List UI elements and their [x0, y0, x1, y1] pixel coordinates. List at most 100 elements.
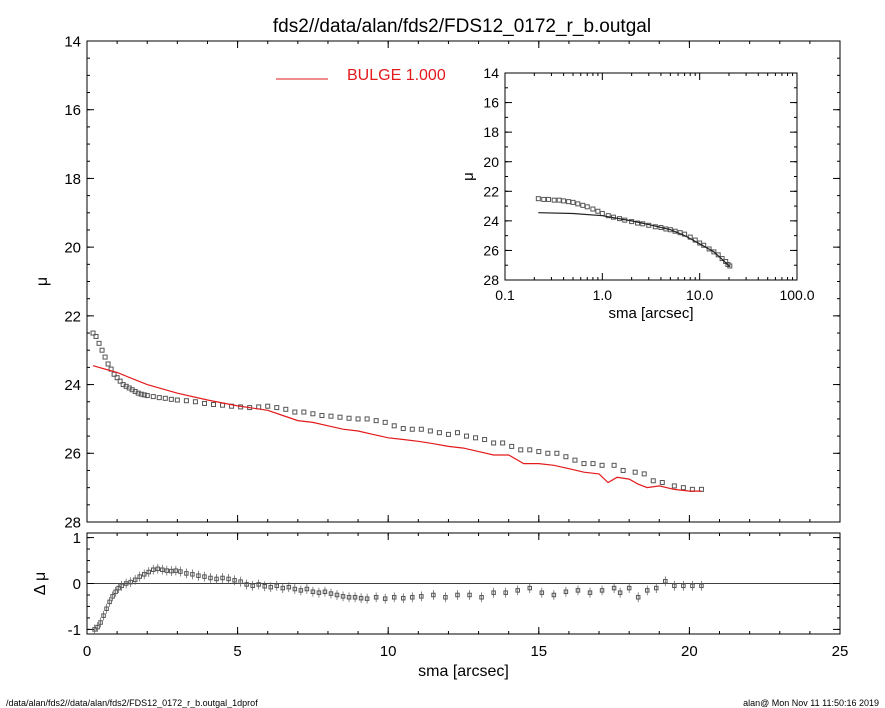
main-data-point	[382, 419, 388, 425]
residual-xtick-label: 5	[233, 643, 241, 660]
residual-data-point	[184, 571, 189, 576]
residual-data-point	[304, 586, 310, 592]
legend-label-bulge: BULGE 1.000	[347, 67, 446, 84]
inset-data-point	[706, 246, 712, 252]
residual-data-point	[491, 590, 496, 595]
inset-xtick-label: 1.0	[593, 287, 613, 303]
residual-data-point	[410, 595, 415, 600]
main-data-point	[464, 433, 470, 439]
residual-data-point	[346, 595, 352, 600]
residual-data-point	[132, 577, 138, 583]
main-data-point	[141, 392, 147, 398]
main-data-point	[482, 437, 488, 443]
main-data-point	[328, 413, 334, 419]
inset-data-point	[727, 263, 733, 269]
residual-data-point	[635, 595, 641, 600]
residual-xtick-label: 0	[83, 643, 91, 660]
residual-data-point	[202, 574, 207, 579]
residual-data-point	[373, 595, 379, 600]
inset-xtick-label: 100.0	[779, 287, 814, 303]
residual-data-point	[95, 624, 100, 630]
main-data-point	[409, 426, 415, 432]
residual-data-point	[298, 588, 304, 593]
main-data-point	[283, 406, 289, 412]
main-profile-panel: 14 16 18 20 22 24 26 28 μ	[34, 33, 841, 531]
main-data-point	[500, 440, 506, 446]
residual-data-point	[316, 590, 322, 595]
residual-xtick-label: 20	[681, 643, 698, 660]
inset-data-point	[595, 208, 601, 214]
residual-data-point	[92, 627, 97, 632]
inset-model-line	[538, 212, 731, 268]
residual-data-point	[141, 572, 147, 577]
residual-data-point	[654, 585, 659, 591]
residual-data-point	[401, 595, 406, 601]
main-data-point	[545, 450, 551, 456]
residual-data-point	[238, 579, 243, 584]
main-data-point	[581, 461, 587, 467]
residual-xtick-label: 15	[530, 643, 547, 660]
residual-data-point	[527, 585, 533, 591]
residual-ylabel: Δ μ	[32, 572, 49, 595]
main-data-point	[659, 479, 665, 485]
residual-data-point	[107, 599, 112, 605]
main-data-point	[590, 461, 596, 467]
main-data-point	[105, 361, 111, 367]
residual-data-point	[169, 568, 174, 574]
main-data-point	[319, 412, 325, 418]
residual-data-point	[137, 574, 142, 579]
main-data-point	[527, 447, 533, 453]
main-ytick-label: 28	[64, 514, 81, 531]
residual-data-point	[699, 583, 704, 589]
main-data-point	[632, 469, 638, 475]
main-model-line	[92, 365, 702, 492]
residual-data-point	[292, 586, 298, 592]
main-data-point	[491, 440, 497, 446]
residual-data-point	[539, 590, 545, 595]
inset-data-point	[535, 196, 541, 202]
residual-data-point	[155, 566, 161, 572]
residual-ytick-label: 1	[73, 530, 81, 547]
main-data-point	[611, 462, 617, 468]
main-data-point	[90, 330, 96, 336]
inset-data-point	[719, 256, 725, 262]
main-data-point	[274, 405, 280, 411]
residual-data-point	[104, 606, 109, 611]
main-data-point	[301, 409, 307, 415]
residual-data-point	[364, 596, 370, 601]
main-data-point	[509, 443, 515, 449]
residual-data-point	[340, 594, 346, 599]
residual-data-point	[467, 592, 472, 598]
inset-data-point	[715, 252, 721, 258]
inset-xlabel: sma [arcsec]	[608, 305, 693, 322]
residual-data-point	[391, 595, 397, 600]
main-ytick-label: 26	[64, 446, 81, 463]
main-data-point	[96, 340, 102, 346]
inset-data-point	[711, 249, 717, 255]
footer-left: /data/alan/fds2//data/alan/fds2/FDS12_01…	[6, 698, 258, 708]
main-data-point	[599, 462, 605, 468]
inset-ytick-label: 18	[483, 124, 499, 140]
main-data-point	[211, 401, 217, 407]
residual-data-point	[310, 589, 316, 595]
main-data-point	[201, 400, 207, 406]
residual-data-point	[196, 573, 201, 578]
main-data-point	[310, 411, 316, 417]
main-data-point	[346, 415, 352, 421]
main-data-point	[671, 483, 677, 489]
main-data-point	[427, 428, 433, 434]
residual-xtick-label: 25	[832, 643, 849, 660]
residual-data-point	[626, 585, 632, 591]
main-data-point	[373, 418, 379, 424]
residual-data-point	[116, 585, 121, 591]
residual-ytick-label: -1	[68, 622, 81, 639]
residual-data-point	[113, 589, 118, 595]
inset-ytick-label: 16	[483, 95, 499, 111]
main-data-point	[454, 430, 460, 436]
residual-data-point	[160, 567, 165, 572]
main-data-point	[183, 398, 189, 404]
main-data-point	[473, 435, 479, 441]
residual-data-point	[563, 589, 569, 595]
main-data-point	[135, 390, 141, 396]
